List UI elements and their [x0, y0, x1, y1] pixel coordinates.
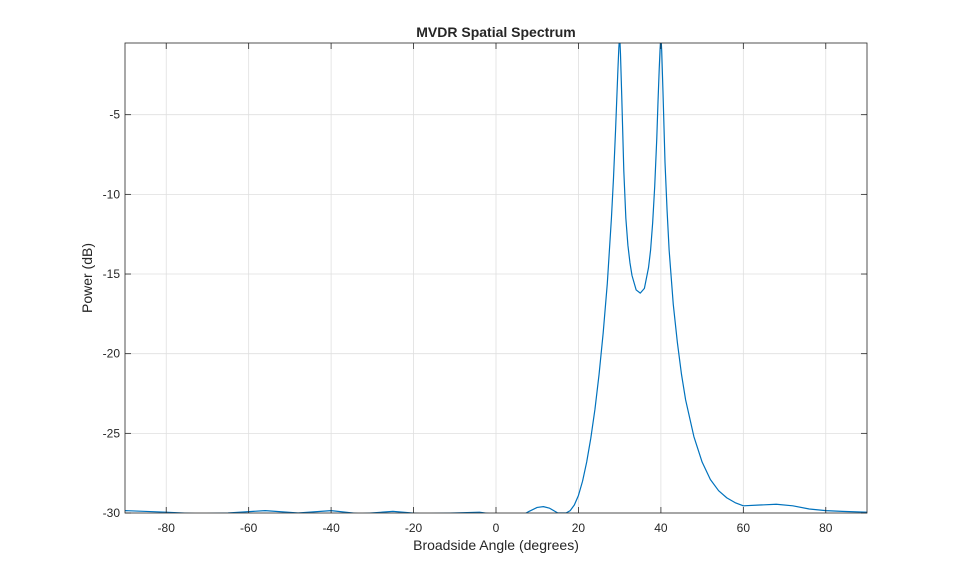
chart-title: MVDR Spatial Spectrum: [416, 24, 575, 40]
x-tick-label: 0: [493, 521, 500, 535]
y-tick-label: -5: [109, 108, 120, 122]
y-tick-label: -20: [103, 347, 121, 361]
y-tick-label: -25: [103, 426, 121, 440]
x-axis-label: Broadside Angle (degrees): [413, 537, 579, 553]
y-tick-label: -30: [103, 506, 121, 520]
y-tick-labels: -30 -25 -20 -15 -10 -5: [103, 108, 121, 520]
y-tick-label: -15: [103, 267, 121, 281]
series-line: [125, 43, 867, 513]
ticks: [125, 43, 867, 514]
grid: [125, 43, 867, 514]
x-tick-label: 80: [819, 521, 833, 535]
series-layer: [125, 43, 867, 513]
x-tick-label: 60: [737, 521, 751, 535]
x-tick-labels: -80 -60 -40 -20 0 20 40 60 80: [158, 521, 833, 535]
y-tick-label: -10: [103, 187, 121, 201]
y-axis-label: Power (dB): [79, 243, 95, 313]
x-tick-label: -60: [240, 521, 258, 535]
x-tick-label: -40: [322, 521, 340, 535]
x-tick-label: 40: [654, 521, 668, 535]
x-tick-label: 20: [572, 521, 586, 535]
x-tick-label: -80: [158, 521, 176, 535]
x-tick-label: -20: [405, 521, 423, 535]
